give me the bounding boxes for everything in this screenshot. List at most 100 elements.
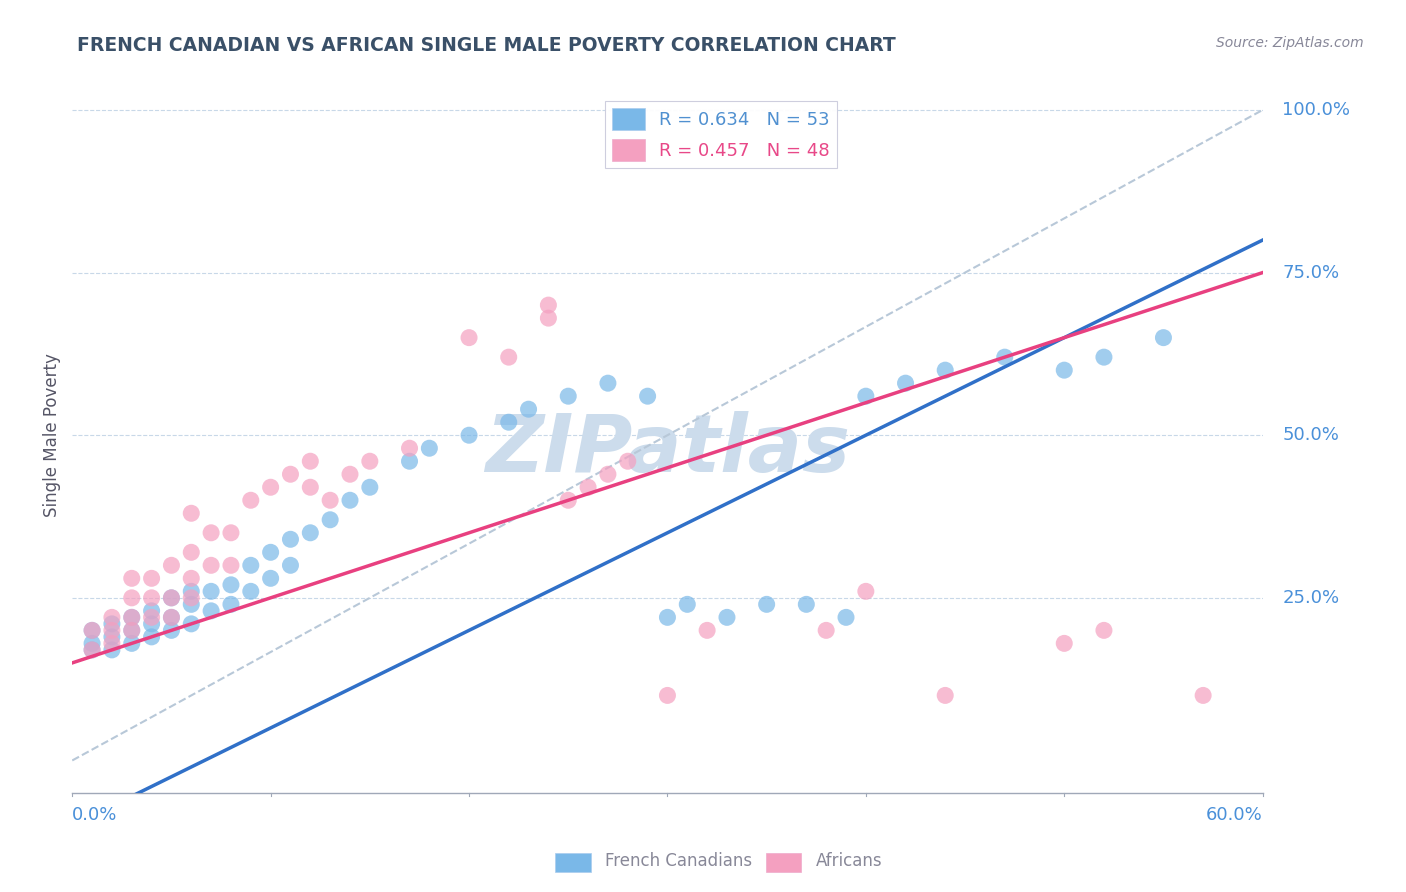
Point xyxy=(1053,363,1076,377)
Point xyxy=(894,376,917,391)
Point xyxy=(121,571,143,585)
Point xyxy=(359,480,381,494)
Text: Source: ZipAtlas.com: Source: ZipAtlas.com xyxy=(1216,36,1364,50)
Point xyxy=(537,298,560,312)
Point xyxy=(180,598,202,612)
Point xyxy=(259,480,281,494)
Point xyxy=(418,441,440,455)
Point xyxy=(80,643,103,657)
Point xyxy=(557,389,579,403)
Point xyxy=(398,441,420,455)
Point xyxy=(280,533,302,547)
Point xyxy=(160,591,183,605)
Point xyxy=(280,467,302,482)
Text: FRENCH CANADIAN VS AFRICAN SINGLE MALE POVERTY CORRELATION CHART: FRENCH CANADIAN VS AFRICAN SINGLE MALE P… xyxy=(77,36,896,54)
Point xyxy=(160,624,183,638)
Text: 50.0%: 50.0% xyxy=(1282,426,1340,444)
Point xyxy=(121,610,143,624)
Point xyxy=(1092,624,1115,638)
Point xyxy=(835,610,858,624)
Point xyxy=(180,584,202,599)
Point xyxy=(299,525,322,540)
Point xyxy=(299,480,322,494)
Point xyxy=(1192,689,1215,703)
Text: 75.0%: 75.0% xyxy=(1282,264,1340,282)
Point xyxy=(339,493,361,508)
Point xyxy=(259,545,281,559)
Point xyxy=(101,643,124,657)
Point xyxy=(121,610,143,624)
Point xyxy=(160,591,183,605)
Point xyxy=(794,598,817,612)
Point xyxy=(576,480,599,494)
Point xyxy=(141,616,163,631)
Point xyxy=(141,571,163,585)
Point xyxy=(676,598,699,612)
Point xyxy=(596,467,619,482)
Point xyxy=(934,363,956,377)
Point xyxy=(339,467,361,482)
Text: 60.0%: 60.0% xyxy=(1206,806,1263,824)
Text: 0.0%: 0.0% xyxy=(72,806,118,824)
Point xyxy=(160,558,183,573)
Point xyxy=(755,598,778,612)
Point xyxy=(180,571,202,585)
Point xyxy=(80,624,103,638)
Point xyxy=(657,610,679,624)
Point xyxy=(596,376,619,391)
Point xyxy=(299,454,322,468)
Point xyxy=(121,591,143,605)
Point xyxy=(101,624,124,638)
Point xyxy=(160,610,183,624)
Point xyxy=(160,610,183,624)
Point xyxy=(855,584,877,599)
Point xyxy=(141,630,163,644)
Point xyxy=(101,616,124,631)
Point xyxy=(121,624,143,638)
Point xyxy=(280,558,302,573)
Point xyxy=(101,630,124,644)
Point xyxy=(1053,636,1076,650)
Point xyxy=(398,454,420,468)
Point xyxy=(239,493,262,508)
Point xyxy=(934,689,956,703)
Y-axis label: Single Male Poverty: Single Male Poverty xyxy=(44,353,60,517)
Point xyxy=(517,402,540,417)
Point xyxy=(200,604,222,618)
Point xyxy=(319,513,342,527)
Text: Africans: Africans xyxy=(815,852,882,870)
Point xyxy=(219,558,242,573)
Point xyxy=(359,454,381,468)
Point xyxy=(815,624,838,638)
Point xyxy=(101,610,124,624)
Point xyxy=(458,428,481,442)
Point xyxy=(121,624,143,638)
Text: 100.0%: 100.0% xyxy=(1282,101,1351,119)
Point xyxy=(80,636,103,650)
Point xyxy=(219,578,242,592)
Point xyxy=(141,604,163,618)
Text: ZIPatlas: ZIPatlas xyxy=(485,410,851,489)
Point xyxy=(180,545,202,559)
Point xyxy=(696,624,718,638)
Point xyxy=(141,591,163,605)
Point xyxy=(219,598,242,612)
Point xyxy=(637,389,659,403)
Point xyxy=(498,350,520,364)
Point xyxy=(80,624,103,638)
Point xyxy=(180,591,202,605)
Point xyxy=(616,454,638,468)
Point xyxy=(101,636,124,650)
Text: 25.0%: 25.0% xyxy=(1282,589,1340,607)
Point xyxy=(141,610,163,624)
Point xyxy=(458,331,481,345)
Point xyxy=(498,415,520,429)
Point xyxy=(716,610,738,624)
Point xyxy=(180,616,202,631)
Point xyxy=(200,525,222,540)
Point xyxy=(994,350,1017,364)
Point xyxy=(239,558,262,573)
Point xyxy=(200,558,222,573)
Point xyxy=(180,506,202,520)
Point xyxy=(239,584,262,599)
